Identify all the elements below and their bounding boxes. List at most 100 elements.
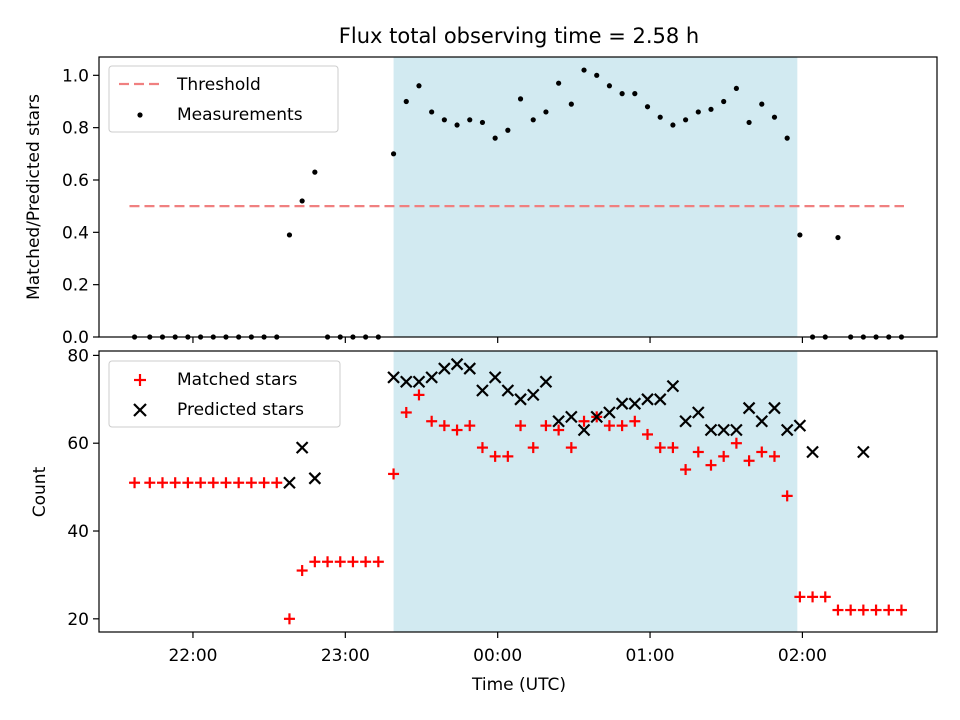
- matched-star-point: [476, 442, 488, 454]
- top-legend: Threshold Measurements: [108, 65, 339, 133]
- measurement-point: [390, 151, 397, 157]
- matched-star-point: [169, 477, 181, 489]
- matched-star-point: [322, 556, 334, 568]
- bottom-shaded-span: [393, 351, 798, 632]
- bottom-panel: 20 40 60 80 22:00 23:00 00:00 01:00 02:00 Count…: [30, 346, 938, 695]
- measurement-point: [530, 117, 536, 123]
- predicted-star-point: [283, 476, 296, 489]
- matched-star-point: [360, 556, 372, 568]
- matched-star-point: [578, 415, 590, 427]
- predicted-star-point: [438, 362, 451, 375]
- measurement-point: [416, 83, 422, 89]
- matched-star-point: [667, 442, 679, 454]
- bottom-legend-box: [108, 360, 341, 428]
- measurement-point: [581, 67, 587, 73]
- measurement-point: [746, 119, 752, 126]
- matched-star-point: [680, 464, 692, 476]
- matched-star-point: [629, 415, 641, 427]
- predicted-star-point: [308, 472, 322, 485]
- predicted-star-point: [463, 362, 477, 375]
- matched-star-point: [182, 477, 194, 489]
- predicted-star-point: [704, 423, 718, 437]
- matched-star-point: [426, 415, 438, 427]
- matched-star-point: [156, 477, 168, 489]
- matched-star-point: [642, 428, 654, 440]
- bottom-x-axis: 22:00 23:00 00:00 01:00 02:00: [168, 632, 827, 666]
- measurement-point: [797, 232, 803, 238]
- matched-star-point: [565, 442, 577, 454]
- predicted-star-point: [501, 384, 515, 397]
- measurement-point: [467, 117, 473, 123]
- matched-star-point: [743, 455, 755, 467]
- measurement-point: [733, 85, 739, 92]
- matched-star-point: [296, 565, 308, 577]
- predicted-star-point: [755, 414, 769, 428]
- predicted-star-point: [692, 406, 705, 419]
- top-x-ticks: [192, 337, 804, 343]
- matched-star-point: [451, 424, 463, 436]
- predicted-star-point: [539, 375, 553, 389]
- matched-star-point: [845, 604, 857, 616]
- matched-star-point: [807, 591, 819, 603]
- x-tick-label: 02:00: [778, 646, 827, 666]
- predicted-star-point: [476, 384, 489, 397]
- top-y-axis: 0.0 0.2 0.4 0.6 0.8 1.0: [62, 66, 99, 348]
- x-tick-label: 23:00: [321, 646, 370, 666]
- y-tick-label: 60: [67, 434, 89, 454]
- matched-star-point: [718, 450, 730, 462]
- measurement-point: [568, 101, 574, 107]
- measurement-point: [759, 101, 765, 107]
- top-plot-frame: [98, 56, 938, 338]
- matched-star-point: [195, 477, 207, 489]
- chart-title: Flux total observing time = 2.58 h: [339, 24, 699, 48]
- measurement-point: [771, 114, 778, 120]
- matched-star-point: [129, 477, 141, 489]
- measurement-point: [594, 72, 600, 78]
- measurement-point: [657, 114, 663, 120]
- matched-star-point: [794, 591, 806, 603]
- top-shaded-span: [393, 57, 798, 337]
- bottom-y-axis-label: Count: [30, 466, 50, 517]
- matched-star-point: [616, 420, 628, 432]
- predicted-star-point: [577, 423, 591, 437]
- predicted-star-point: [552, 414, 565, 428]
- measurement-point: [441, 117, 447, 123]
- matched-stars-series: [129, 389, 907, 625]
- predicted-star-point: [679, 414, 692, 428]
- matched-star-point: [144, 477, 156, 489]
- measurement-point: [683, 117, 689, 123]
- predicted-star-point: [450, 357, 464, 371]
- predicted-star-point: [806, 445, 819, 459]
- bottom-plot-frame: [98, 350, 938, 633]
- top-y-axis-label: Matched/Predicted stars: [24, 94, 44, 300]
- matched-star-point: [654, 442, 666, 454]
- predicted-star-point: [857, 445, 870, 459]
- x-tick-label: 01:00: [626, 646, 675, 666]
- legend-measurements-label: Measurements: [177, 105, 303, 125]
- predicted-star-point: [399, 375, 413, 389]
- predicted-stars-series: [283, 357, 870, 489]
- bottom-y-axis: 20 40 60 80: [67, 346, 99, 630]
- matched-star-point: [502, 450, 514, 462]
- matched-star-point: [705, 459, 717, 471]
- measurement-point: [606, 83, 613, 89]
- measurement-point: [543, 109, 549, 115]
- predicted-star-point: [793, 419, 807, 432]
- measurement-point: [299, 198, 305, 204]
- measurement-point: [479, 119, 486, 126]
- predicted-star-point: [603, 406, 616, 419]
- matched-star-point: [220, 477, 232, 489]
- matched-star-point: [768, 450, 780, 462]
- measurement-point: [835, 234, 841, 241]
- matched-star-point: [400, 406, 412, 418]
- top-legend-box: [108, 65, 339, 133]
- legend-predicted-swatch: [133, 403, 147, 417]
- measurement-point: [644, 104, 651, 110]
- top-panel: 0.0 0.2 0.4 0.6 0.8 1.0 Matched/Predicted sta…: [24, 56, 938, 348]
- predicted-star-point: [768, 401, 781, 415]
- measurement-point: [517, 96, 524, 102]
- matched-star-point: [271, 477, 283, 489]
- measurement-point: [695, 109, 701, 115]
- predicted-star-point: [653, 393, 667, 406]
- measurement-point: [556, 80, 562, 86]
